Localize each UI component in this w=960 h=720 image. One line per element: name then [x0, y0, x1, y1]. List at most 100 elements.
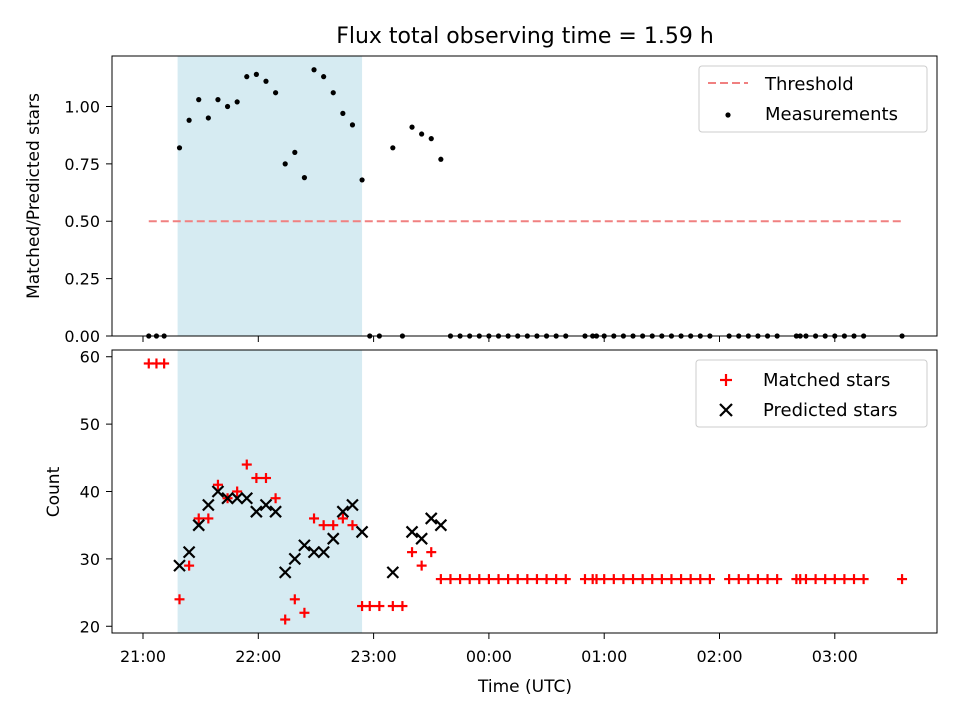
matched-star-point [820, 574, 831, 585]
bottom-y-tick-label: 20 [80, 617, 100, 636]
measurement-point [215, 97, 221, 103]
measurement-point [292, 149, 298, 155]
predicted-star-point [288, 552, 302, 566]
predicted-star-point [211, 485, 225, 498]
legend-predicted-label: Predicted stars [763, 400, 897, 421]
matched-star-point [676, 574, 687, 585]
matched-star-point [435, 574, 446, 585]
matched-star-point [455, 574, 466, 585]
bottom-plot-frame [111, 349, 938, 634]
measurement-point [272, 90, 279, 96]
matched-star-point [849, 574, 860, 585]
top-y-ticks: 0.00 0.25 0.50 0.75 1.00 [64, 97, 112, 346]
measurement-point [409, 124, 415, 130]
matched-star-point [407, 547, 418, 558]
bottom-y-axis-label: Count [44, 466, 64, 517]
x-tick-label: 23:00 [351, 647, 397, 666]
predicted-star-point [182, 545, 196, 559]
predicted-star-point [202, 498, 215, 512]
matched-star-point [299, 607, 310, 618]
top-y-tick-label: 1.00 [64, 97, 100, 116]
matched-star-point [464, 574, 475, 585]
matched-star-point [685, 574, 696, 585]
measurement-point [301, 175, 308, 181]
matched-star-point [839, 574, 850, 585]
top-plot-frame [111, 55, 938, 337]
x-tick-label: 00:00 [466, 647, 512, 666]
matched-star-point [541, 574, 552, 585]
predicted-star-point [415, 532, 428, 545]
matched-star-point [647, 574, 658, 585]
matched-star-point [531, 574, 542, 585]
matched-star-point [483, 574, 494, 585]
top-y-tick-label: 0.25 [64, 270, 100, 289]
matched-star-point [493, 574, 504, 585]
predicted-star-point [336, 505, 350, 518]
top-x-ticks [142, 336, 836, 342]
predicted-star-point [307, 545, 321, 559]
bottom-marks [143, 358, 908, 625]
predicted-star-point [269, 505, 282, 518]
matched-star-point [309, 513, 320, 524]
matched-star-point [810, 574, 821, 585]
matched-star-point [241, 459, 252, 470]
bottom-legend-box [695, 359, 928, 428]
bottom-y-tick-label: 50 [80, 415, 100, 434]
matched-star-point [270, 493, 281, 504]
matched-star-point [260, 473, 271, 484]
bottom-panel: 20 30 40 50 60 21:00 22:00 23:00 00:00 01:00 02:0… [44, 348, 938, 697]
x-tick-label: 02:00 [696, 647, 742, 666]
matched-star-point [232, 486, 243, 497]
predicted-star-point [326, 532, 340, 545]
legend-matched-label: Matched stars [763, 370, 890, 391]
matched-star-point [184, 560, 195, 571]
top-y-tick-label: 0.00 [64, 327, 100, 346]
predicted-star-point [259, 498, 273, 512]
legend-matched-swatch [720, 374, 732, 386]
matched-star-point [280, 614, 291, 625]
predicted-star-point [434, 518, 448, 532]
measurement-point [438, 156, 444, 162]
matched-star-point [387, 601, 398, 612]
measurement-point [234, 99, 240, 105]
top-legend: Threshold Measurements [698, 65, 928, 133]
predicted-star-point [173, 559, 186, 572]
x-tick-label: 22:00 [235, 647, 281, 666]
x-tick-label: 03:00 [812, 647, 858, 666]
measurement-point [321, 74, 327, 80]
measurement-point [340, 110, 346, 116]
matched-star-point [347, 520, 358, 531]
matched-star-point [608, 574, 619, 585]
matched-star-point [628, 574, 639, 585]
measurement-point [196, 97, 202, 103]
predicted-star-point [278, 566, 292, 579]
bottom-y-tick-label: 40 [80, 483, 100, 502]
matched-star-point [551, 574, 562, 585]
measurement-point [224, 103, 231, 110]
predicted-star-point [346, 498, 359, 512]
matched-star-point [743, 574, 754, 585]
matched-star-point [666, 574, 677, 585]
matched-star-point [599, 574, 610, 585]
predicted-star-point [386, 566, 400, 579]
predicted-star-point [250, 505, 263, 518]
matched-star-point [318, 520, 329, 531]
matched-star-point [522, 574, 533, 585]
matched-star-point [426, 547, 437, 558]
bottom-y-tick-label: 30 [80, 550, 100, 569]
top-y-tick-label: 0.50 [64, 212, 100, 231]
bottom-y-tick-label: 60 [80, 348, 100, 367]
matched-star-point [858, 574, 869, 585]
measurement-point [176, 145, 183, 151]
legend-measurements-label: Measurements [765, 104, 898, 125]
matched-star-point [829, 574, 840, 585]
matched-star-point [704, 574, 715, 585]
predicted-star-point [424, 512, 438, 525]
matched-star-point [762, 574, 773, 585]
predicted-star-point [230, 491, 244, 505]
measurement-point [186, 117, 192, 123]
x-tick-label: 21:00 [120, 647, 166, 666]
matched-star-point [159, 358, 170, 369]
matched-star-point [695, 574, 706, 585]
